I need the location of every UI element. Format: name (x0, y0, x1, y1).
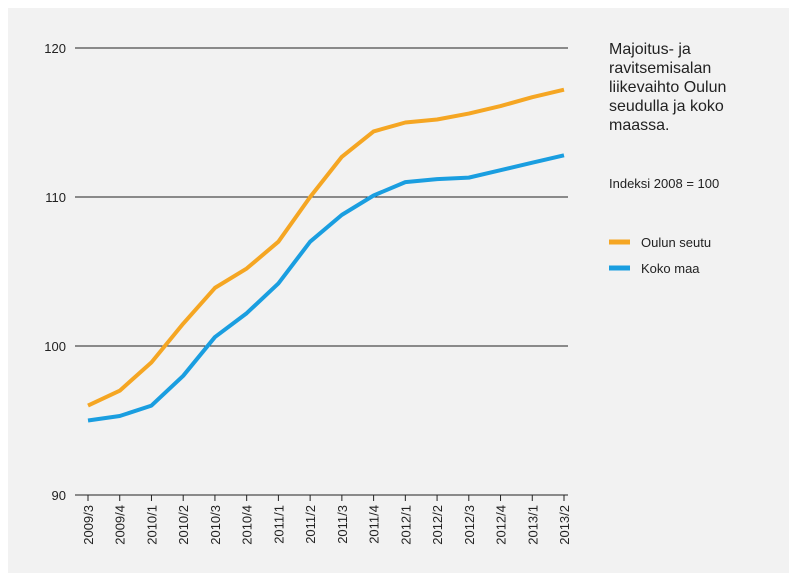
y-tick-label: 120 (44, 41, 66, 56)
x-tick-label: 2013/1 (525, 505, 540, 545)
chart-panel (8, 8, 789, 573)
x-tick-label: 2012/4 (494, 505, 509, 545)
chart-subtitle: Indeksi 2008 = 100 (609, 176, 720, 191)
x-tick-label: 2013/2 (557, 505, 572, 545)
x-tick-label: 2009/4 (113, 505, 128, 545)
x-tick-label: 2012/3 (462, 505, 477, 545)
y-tick-label: 110 (45, 190, 66, 205)
x-tick-label: 2010/2 (176, 505, 191, 545)
legend-label: Oulun seutu (641, 235, 711, 250)
x-tick-label: 2010/3 (208, 505, 223, 545)
x-tick-label: 2012/1 (398, 505, 413, 545)
x-tick-label: 2011/1 (271, 505, 286, 544)
x-tick-label: 2011/4 (367, 505, 382, 544)
series-line (87, 153, 565, 423)
legend-label: Koko maa (641, 261, 700, 276)
x-tick-label: 2011/2 (303, 505, 318, 544)
chart-title: Majoitus- ja ravitsemisalan liikevaihto … (609, 41, 727, 134)
x-tick-label: 2010/4 (240, 505, 255, 545)
x-tick-label: 2010/1 (144, 505, 159, 545)
x-tick-label: 2011/3 (335, 505, 350, 544)
y-tick-label: 90 (52, 488, 66, 503)
series-line (87, 87, 565, 408)
x-tick-label: 2012/2 (430, 505, 445, 545)
y-tick-label: 100 (44, 339, 66, 354)
x-tick-label: 2009/3 (81, 505, 96, 545)
